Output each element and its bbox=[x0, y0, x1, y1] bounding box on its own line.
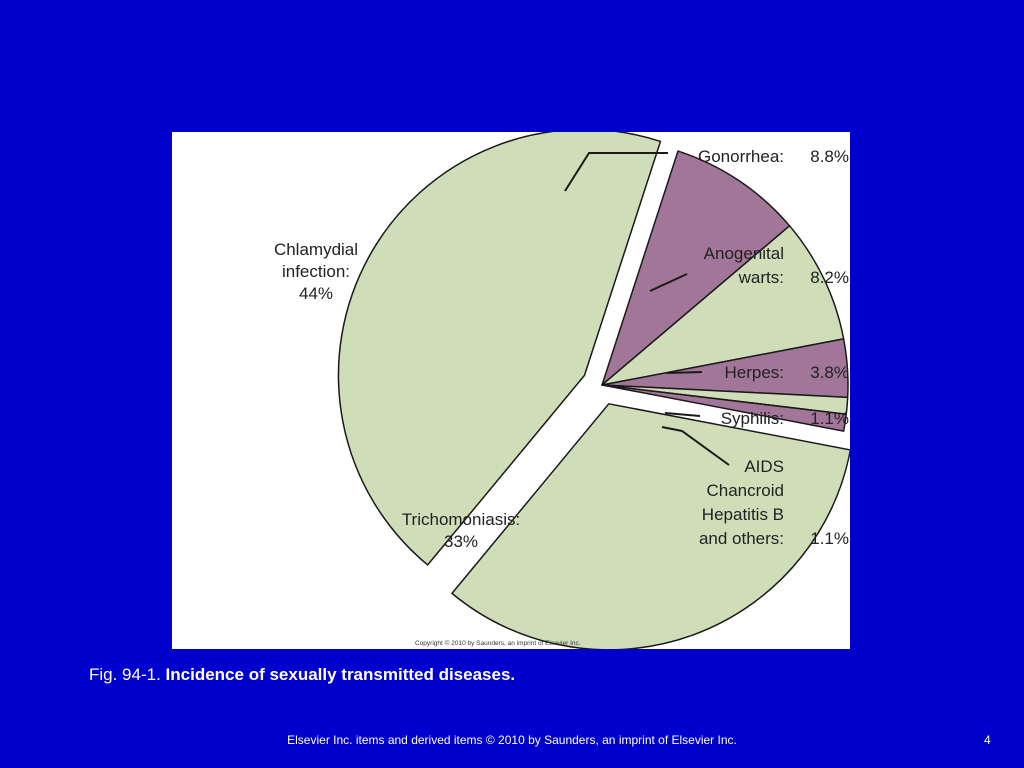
leader-line-syphilis bbox=[664, 412, 701, 417]
callout-label-line: Syphilis: bbox=[721, 409, 784, 428]
pie-slice-warts bbox=[601, 225, 845, 386]
pie-chart: Chlamydial infection: 44% Trichomoniasis: 33… bbox=[274, 132, 850, 649]
pie-slice-gonorrhea bbox=[601, 150, 791, 386]
slice-label-chlamydial: Chlamydial infection: 44% bbox=[274, 240, 358, 303]
pie-slice-others bbox=[601, 384, 847, 432]
page-number: 4 bbox=[984, 733, 991, 747]
callout-label-line: AIDS bbox=[744, 457, 784, 476]
callout-pct-warts: 8.2% bbox=[810, 268, 849, 287]
slice-label-line: 33% bbox=[444, 532, 478, 551]
slice-label-line: 44% bbox=[299, 284, 333, 303]
callout-pct-syphilis: 1.1% bbox=[810, 409, 849, 428]
leader-line-warts bbox=[649, 273, 688, 292]
callout-pct-gonorrhea: 8.8% bbox=[810, 147, 849, 166]
leader-line-others bbox=[661, 426, 730, 466]
caption-prefix: Fig. 94-1. bbox=[89, 665, 166, 684]
slice-label-line: Chlamydial bbox=[274, 240, 358, 259]
callout-label-others: AIDS Chancroid Hepatitis B and others: bbox=[699, 457, 784, 548]
figure-copyright: Copyright © 2010 by Saunders, an imprint… bbox=[415, 639, 581, 647]
callout-label-gonorrhea: Gonorrhea: bbox=[698, 147, 784, 166]
slice-label-trichomoniasis: Trichomoniasis: 33% bbox=[402, 510, 520, 551]
callout-pct-others: 1.1% bbox=[810, 529, 849, 548]
callout-label-line: Gonorrhea: bbox=[698, 147, 784, 166]
callout-label-herpes: Herpes: bbox=[724, 363, 784, 382]
callout-label-line: warts: bbox=[738, 268, 784, 287]
callout-label-warts: Anogenital warts: bbox=[704, 244, 784, 287]
callout-label-line: Chancroid bbox=[707, 481, 785, 500]
pie-slice-trichomoniasis bbox=[451, 403, 850, 649]
callout-label-line: Herpes: bbox=[724, 363, 784, 382]
leader-line-herpes bbox=[666, 371, 703, 374]
caption-title: Incidence of sexually transmitted diseas… bbox=[165, 665, 516, 684]
footer-copyright: Elsevier Inc. items and derived items © … bbox=[287, 733, 737, 747]
callout-label-line: Anogenital bbox=[704, 244, 784, 263]
figure-caption: Fig. 94-1. Incidence of sexually transmi… bbox=[89, 665, 515, 685]
callout-label-line: and others: bbox=[699, 529, 784, 548]
slice-label-line: infection: bbox=[282, 262, 350, 281]
figure-panel: Chlamydial infection: 44% Trichomoniasis: 33… bbox=[172, 132, 850, 649]
pie-slice-chlamydial bbox=[337, 132, 662, 566]
callout-pct-herpes: 3.8% bbox=[810, 363, 849, 382]
slice-label-line: Trichomoniasis: bbox=[402, 510, 520, 529]
callout-label-syphilis: Syphilis: bbox=[721, 409, 784, 428]
leader-line-gonorrhea bbox=[564, 152, 668, 192]
callout-label-line: Hepatitis B bbox=[702, 505, 784, 524]
